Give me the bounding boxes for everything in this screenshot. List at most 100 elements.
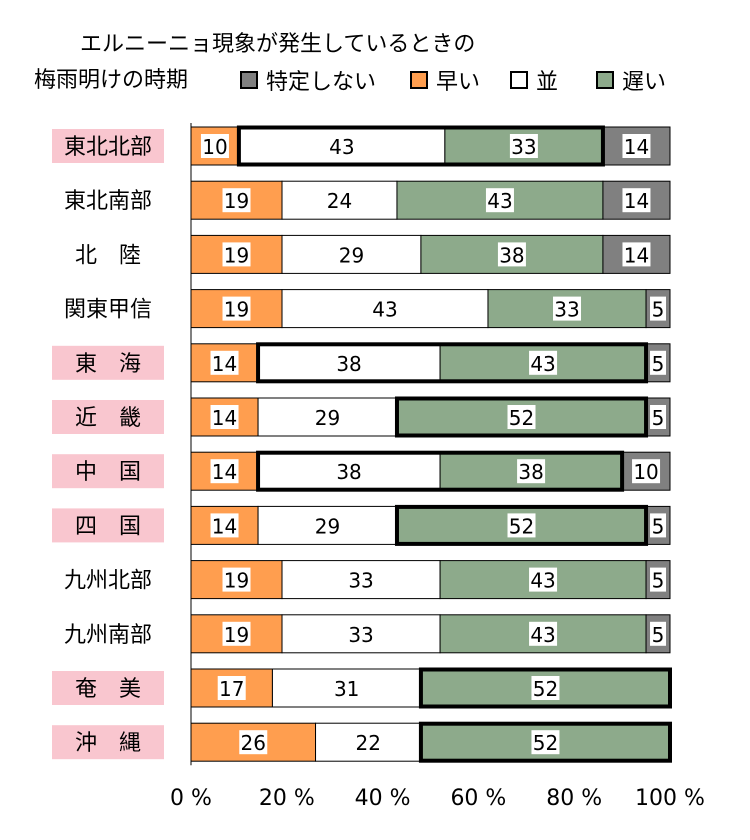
data-label-normal-2: 29 bbox=[339, 243, 364, 267]
data-label-unspecified-1: 14 bbox=[624, 189, 649, 213]
data-label-bg-early-2 bbox=[222, 242, 251, 267]
data-label-bg-late-10 bbox=[531, 676, 560, 700]
data-label-normal-3: 43 bbox=[372, 298, 397, 322]
data-label-late-8: 43 bbox=[530, 569, 555, 593]
data-label-bg-unspecified-1 bbox=[622, 188, 651, 213]
data-label-early-3: 19 bbox=[224, 298, 249, 322]
data-label-bg-normal-4 bbox=[335, 350, 364, 375]
data-label-bg-early-9 bbox=[222, 621, 251, 646]
data-label-bg-early-1 bbox=[222, 188, 251, 213]
data-label-late-5: 52 bbox=[509, 406, 534, 430]
data-label-early-6: 14 bbox=[212, 460, 237, 484]
category-highlight-7 bbox=[52, 508, 164, 543]
data-label-bg-early-3 bbox=[222, 296, 251, 321]
data-label-bg-normal-8 bbox=[347, 567, 376, 592]
data-label-normal-8: 33 bbox=[348, 569, 373, 593]
data-label-bg-normal-11 bbox=[354, 730, 383, 755]
data-label-bg-late-5 bbox=[507, 405, 536, 429]
data-label-normal-10: 31 bbox=[334, 677, 359, 701]
data-label-bg-late-0 bbox=[509, 134, 538, 158]
data-label-bg-unspecified-3 bbox=[650, 296, 667, 321]
data-label-bg-unspecified-7 bbox=[650, 513, 667, 538]
category-label-9: 九州南部 bbox=[64, 623, 152, 648]
emphasis-frame-6 bbox=[256, 450, 625, 492]
data-label-bg-late-3 bbox=[553, 296, 582, 321]
data-label-unspecified-2: 14 bbox=[624, 243, 649, 267]
data-label-late-6: 38 bbox=[518, 460, 543, 484]
data-label-early-5: 14 bbox=[212, 406, 237, 430]
data-label-bg-unspecified-5 bbox=[650, 405, 667, 429]
x-tick-label-1: 20 % bbox=[259, 786, 315, 811]
data-label-unspecified-8: 5 bbox=[652, 569, 665, 593]
data-label-unspecified-6: 10 bbox=[633, 460, 658, 484]
data-label-bg-unspecified-4 bbox=[650, 350, 667, 375]
data-label-bg-unspecified-6 bbox=[632, 459, 661, 484]
category-highlight-4 bbox=[52, 345, 164, 380]
data-label-bg-early-10 bbox=[217, 676, 246, 700]
category-label-11: 沖 縄 bbox=[75, 731, 141, 756]
data-label-unspecified-7: 5 bbox=[652, 514, 665, 538]
category-highlight-10 bbox=[52, 671, 164, 705]
data-label-bg-normal-9 bbox=[347, 621, 376, 646]
data-label-bg-unspecified-0 bbox=[622, 134, 651, 158]
data-label-bg-normal-6 bbox=[335, 459, 364, 484]
data-label-late-2: 38 bbox=[499, 243, 524, 267]
data-label-bg-early-4 bbox=[210, 350, 239, 375]
emphasis-frame-7 bbox=[394, 504, 649, 546]
x-tick-label-4: 80 % bbox=[546, 786, 602, 811]
legend-swatch-late bbox=[596, 71, 614, 89]
legend-item-normal: 並 bbox=[510, 64, 558, 96]
x-tick-label-0: 0 % bbox=[170, 786, 212, 811]
x-tick-label-5: 100 % bbox=[635, 786, 705, 811]
data-label-early-4: 14 bbox=[212, 352, 237, 376]
data-label-bg-normal-2 bbox=[337, 242, 366, 267]
data-label-bg-early-0 bbox=[200, 134, 229, 158]
data-label-early-9: 19 bbox=[224, 623, 249, 647]
category-label-5: 近 畿 bbox=[75, 406, 141, 431]
data-label-early-1: 19 bbox=[224, 189, 249, 213]
bar-unspecified-0 bbox=[602, 126, 671, 166]
legend-item-early: 早い bbox=[410, 64, 480, 96]
data-label-bg-unspecified-8 bbox=[650, 567, 667, 592]
data-label-bg-normal-3 bbox=[370, 296, 399, 321]
category-label-10: 奄 美 bbox=[75, 677, 141, 702]
data-label-normal-4: 38 bbox=[336, 352, 361, 376]
category-label-7: 四 国 bbox=[75, 514, 141, 539]
data-label-bg-late-4 bbox=[529, 350, 558, 375]
emphasis-frame-10 bbox=[418, 667, 673, 709]
data-label-bg-late-6 bbox=[517, 459, 546, 484]
data-label-late-7: 52 bbox=[509, 514, 534, 538]
data-label-early-7: 14 bbox=[212, 514, 237, 538]
data-label-late-3: 33 bbox=[554, 298, 579, 322]
data-label-normal-0: 43 bbox=[329, 135, 354, 159]
data-label-bg-early-7 bbox=[210, 513, 239, 538]
data-label-unspecified-0: 14 bbox=[624, 135, 649, 159]
data-label-late-10: 52 bbox=[533, 677, 558, 701]
category-label-3: 関東甲信 bbox=[64, 298, 152, 323]
emphasis-frame-5 bbox=[394, 396, 649, 438]
data-label-early-11: 26 bbox=[241, 731, 266, 755]
legend-item-unspecified: 特定しない bbox=[240, 64, 376, 96]
legend-label-early: 早い bbox=[436, 70, 481, 95]
category-label-1: 東北南部 bbox=[64, 189, 152, 214]
data-label-bg-unspecified-9 bbox=[650, 621, 667, 646]
data-label-late-11: 52 bbox=[533, 731, 558, 755]
category-highlight-0 bbox=[52, 129, 164, 163]
x-tick-label-3: 60 % bbox=[450, 786, 506, 811]
data-label-early-8: 19 bbox=[224, 569, 249, 593]
legend-swatch-unspecified bbox=[240, 71, 258, 89]
chart-title-line1: エルニーニョ現象が発生しているときの bbox=[80, 32, 476, 57]
bar-late-2 bbox=[420, 234, 604, 274]
data-label-bg-early-8 bbox=[222, 567, 251, 592]
emphasis-frame-11 bbox=[418, 721, 673, 763]
data-label-early-2: 19 bbox=[224, 243, 249, 267]
category-label-0: 東北北部 bbox=[64, 135, 152, 160]
data-label-bg-late-9 bbox=[529, 621, 558, 646]
data-label-early-10: 17 bbox=[219, 677, 244, 701]
data-label-bg-normal-10 bbox=[332, 676, 361, 700]
data-label-bg-late-1 bbox=[485, 188, 514, 213]
data-label-normal-7: 29 bbox=[315, 514, 340, 538]
data-label-bg-late-2 bbox=[497, 242, 526, 267]
data-label-unspecified-9: 5 bbox=[652, 623, 665, 647]
